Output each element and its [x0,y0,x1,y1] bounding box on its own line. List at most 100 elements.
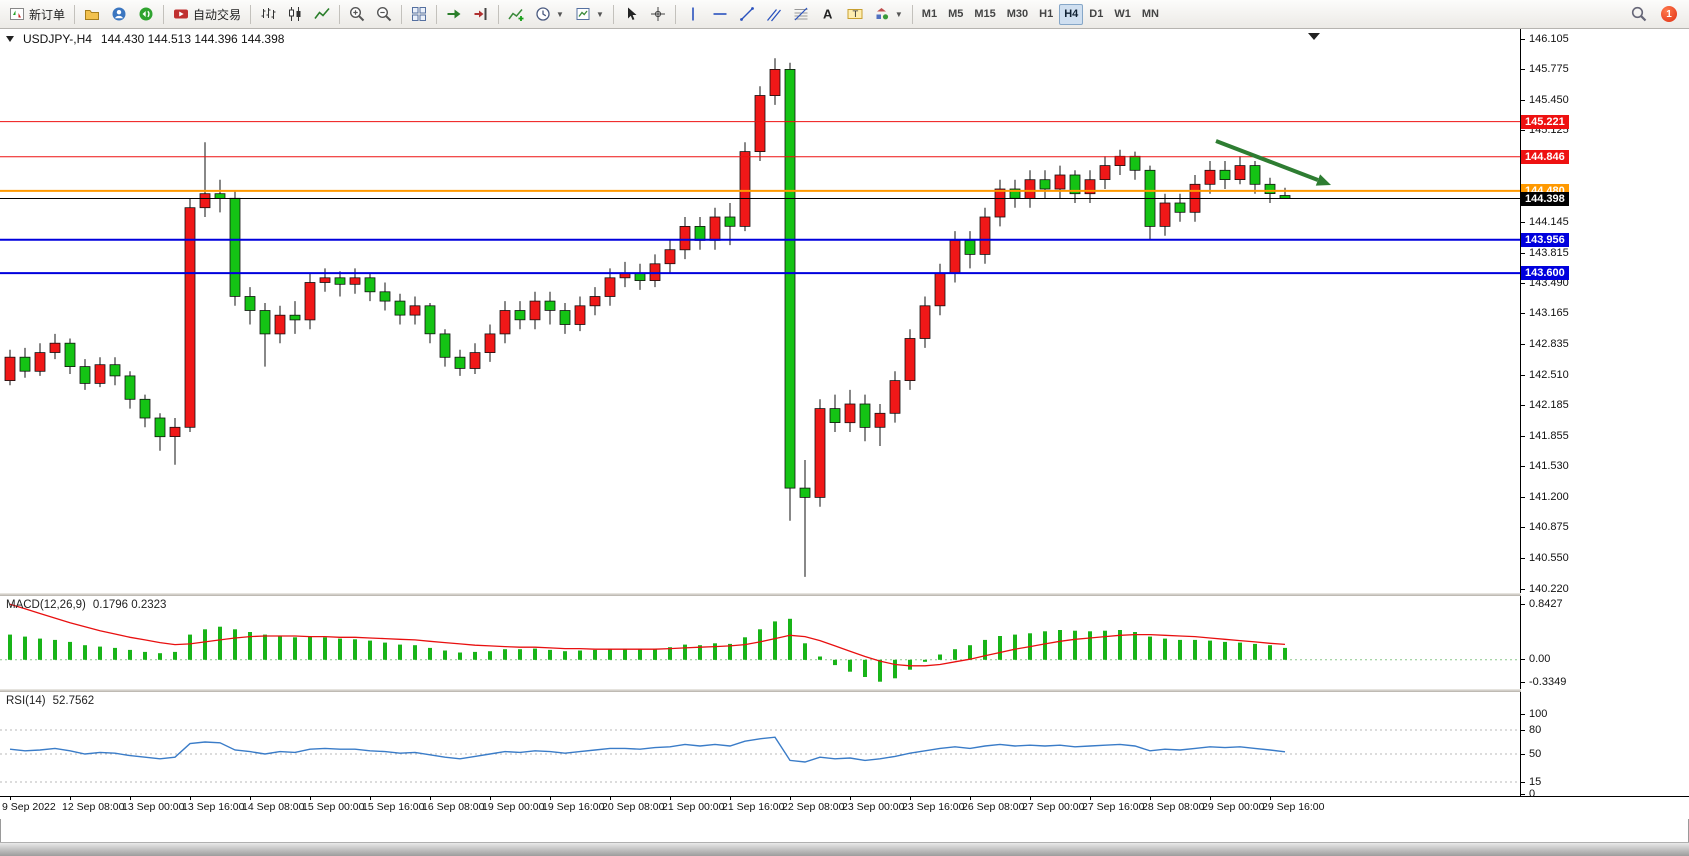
chart-candles-button[interactable] [282,3,308,26]
price-axis-tickmark [1521,404,1525,406]
timeframe-h1[interactable]: H1 [1034,4,1058,25]
candle [664,249,676,265]
timeframe-w1[interactable]: W1 [1109,4,1136,25]
svg-text:T: T [852,9,858,20]
community-button[interactable] [106,3,132,26]
price-axis-tickmark [1521,38,1525,40]
time-axis[interactable]: 9 Sep 2022 12 Sep 08:00 13 Sep 00:00 13 Sep… [0,797,1689,819]
text-button[interactable]: A [815,3,841,26]
chart-line-button[interactable] [309,3,335,26]
candle [34,352,46,372]
time-axis-tickmark [610,797,611,800]
timeframe-m5[interactable]: M5 [943,4,968,25]
price-axis-tickmark [1521,69,1525,71]
new-order-button[interactable]: 新订单 [4,3,70,26]
rsi-axis-tickmark [1521,713,1525,715]
price-axis-label: 144.145 [1529,215,1569,228]
candle [829,408,841,424]
vline-button[interactable] [680,3,706,26]
notifications-badge[interactable]: 1 [1661,6,1677,22]
tile-windows-button[interactable] [406,3,432,26]
price-axis-tickmark [1521,466,1525,468]
price-axis-label: 142.835 [1529,338,1569,351]
price-axis-label: 140.875 [1529,521,1569,534]
hline-button[interactable] [707,3,733,26]
new-order-icon [10,8,24,20]
trend-arrow-annotation[interactable] [1215,139,1331,186]
shapes-button[interactable]: ▼ [869,3,908,26]
time-axis-tickmark [730,797,731,800]
price-axis[interactable]: 146.105145.775145.450145.125144.795144.4… [1521,29,1689,800]
zoom-in-icon [350,6,365,22]
crosshair-icon [650,7,665,21]
crosshair-button[interactable] [645,3,671,26]
templates-button[interactable]: ▼ [570,3,609,26]
timeframe-mn[interactable]: MN [1137,4,1164,25]
current-price-badge: 144.398 [1521,191,1569,206]
zoom-out-button[interactable] [371,3,397,26]
candle [1249,165,1261,185]
chart-bars-button[interactable] [255,3,281,26]
chart-shift-button[interactable] [468,3,494,26]
autotrading-button[interactable]: 自动交易 [168,3,246,26]
time-axis-tickmark [370,797,371,800]
time-axis-tickmark [970,797,971,800]
toolbar-group [618,3,671,26]
candle [244,296,256,311]
auto-scroll-button[interactable] [441,3,467,26]
timeframe-m15[interactable]: M15 [969,4,1000,25]
rsi-axis-tickmark [1521,781,1525,783]
price-axis-tickmark [1521,527,1525,529]
timeframe-h4[interactable]: H4 [1059,3,1084,25]
label-icon: T [847,9,863,20]
rsi-pane[interactable] [0,692,1520,796]
rsi-pane-splitter[interactable] [0,689,1689,692]
rsi-line [9,736,1286,763]
main-price-pane[interactable] [0,29,1520,593]
time-axis-tickmark [130,797,131,800]
macd-pane-splitter[interactable] [0,593,1689,596]
chart-region[interactable]: USDJPY-,H4 144.430 144.513 144.396 144.3… [0,29,1689,819]
candle [724,216,736,227]
cursor-icon [627,7,637,20]
price-axis-label: 143.165 [1529,307,1569,320]
profiles-button[interactable] [79,3,105,26]
alerts-button[interactable] [133,3,159,26]
trendline-button[interactable] [734,3,760,26]
candle [379,291,391,302]
indicators-button[interactable] [503,3,529,26]
macd-pane[interactable] [0,596,1520,689]
timeframe-m30[interactable]: M30 [1002,4,1033,25]
timeframe-d1[interactable]: D1 [1084,4,1108,25]
dropdown-arrow-icon: ▼ [894,9,903,19]
chart-canvas[interactable] [0,29,1689,819]
label-button[interactable]: T [842,3,868,26]
macd-axis-tickmark [1521,659,1525,661]
price-axis-tickmark [1521,374,1525,376]
rsi-label: RSI(14) 52.7562 [6,695,94,707]
time-axis-label: 23 Sep 16:00 [902,801,965,813]
time-axis-tickmark [310,797,311,800]
search-button[interactable] [1626,3,1652,26]
channel-button[interactable] [761,3,787,26]
time-axis-tickmark [490,797,491,800]
candle [1069,174,1081,195]
toolbar-separator [674,4,676,24]
candle [919,305,931,339]
price-axis-label: 141.200 [1529,490,1569,503]
fibonacci-button[interactable] [788,3,814,26]
zoom-in-button[interactable] [344,3,370,26]
candle [454,356,466,369]
timeframe-m1[interactable]: M1 [917,4,942,25]
cursor-button[interactable] [618,3,644,26]
one-click-trading-toggle[interactable] [6,36,14,42]
rsi-axis-label: 50 [1529,747,1542,760]
macd-axis-label: 0.00 [1529,653,1551,666]
candle [784,69,796,489]
periods-button[interactable]: ▼ [530,3,569,26]
shapes-icon [876,8,888,20]
price-axis-tickmark [1521,99,1525,101]
time-axis-label: 19 Sep 00:00 [482,801,545,813]
candle [859,403,871,428]
chart-shift-marker[interactable] [1308,33,1320,40]
